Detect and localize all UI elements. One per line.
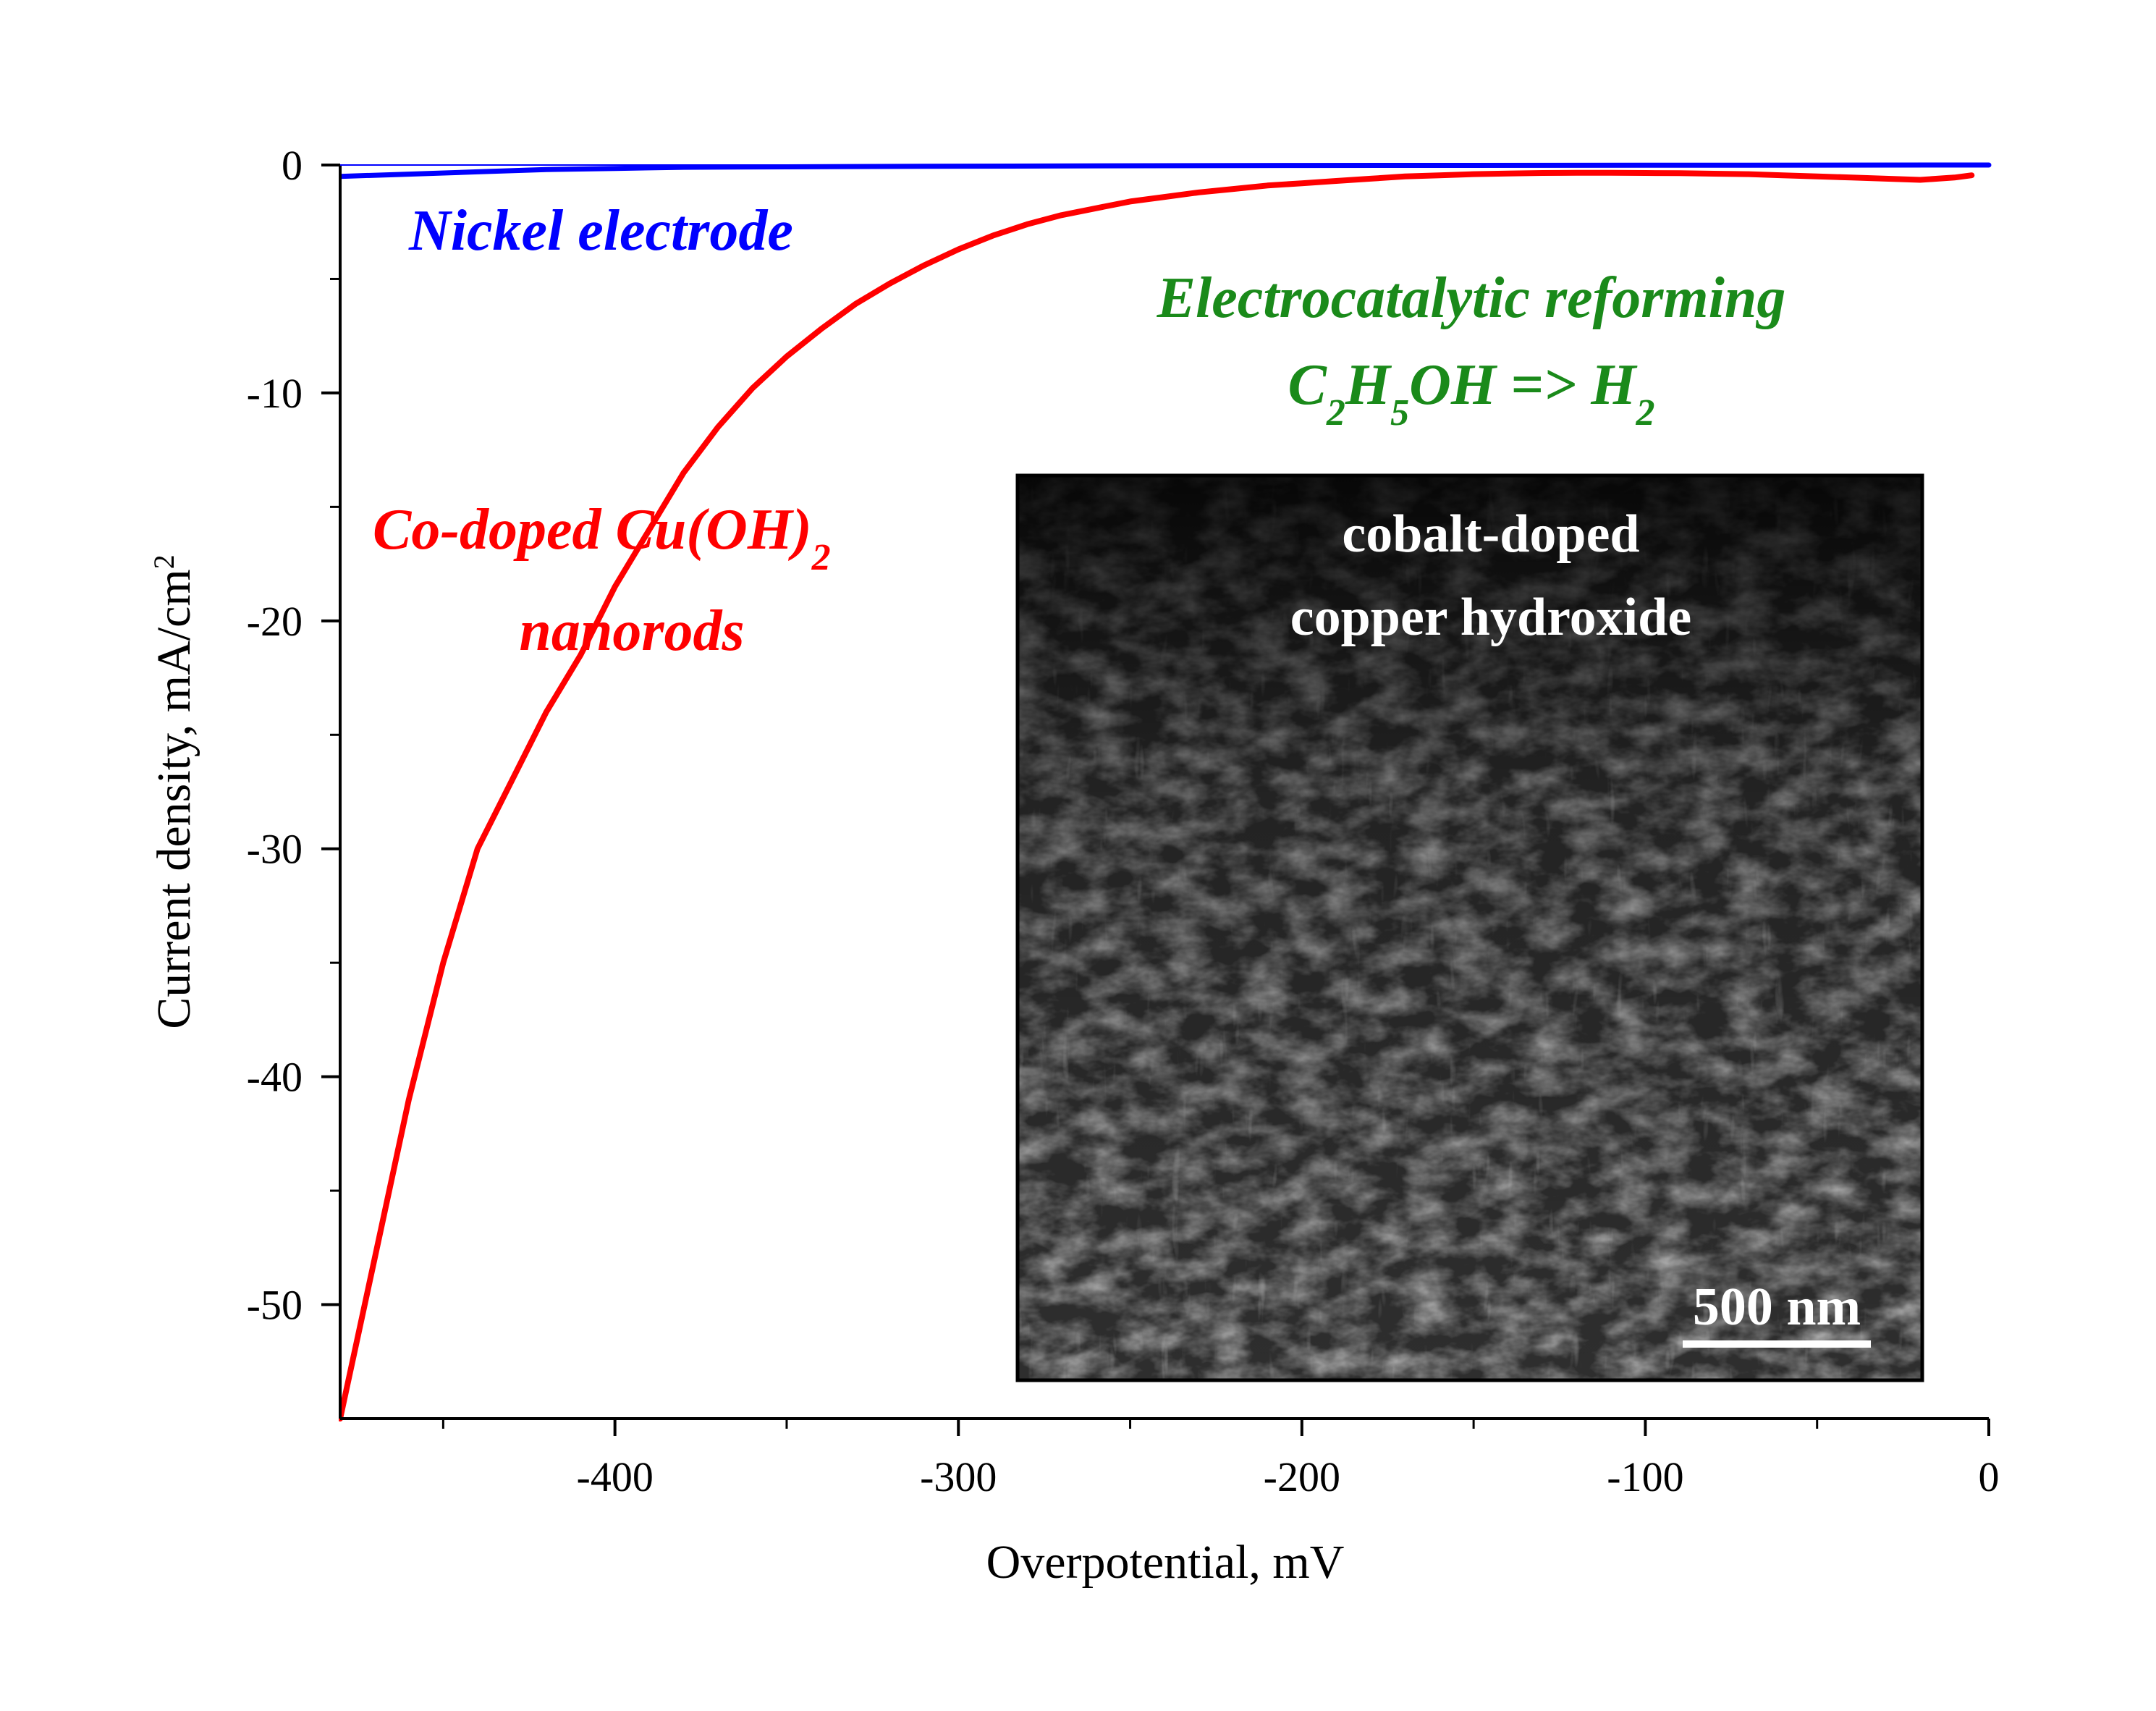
y-tick-label: 0 <box>282 142 303 189</box>
codoped-label-line2: nanorods <box>519 599 744 663</box>
y-tick-label: -40 <box>247 1054 303 1101</box>
y-tick-label: -30 <box>247 826 303 873</box>
sem-inset-title-line1: cobalt-doped <box>1342 504 1639 564</box>
reforming-h: H <box>1345 353 1392 417</box>
reforming-c-sub: 2 <box>1326 392 1345 434</box>
y-tick-label: -10 <box>247 370 303 417</box>
y-tick-label: -50 <box>247 1282 303 1329</box>
reforming-label-line2: C2H5OH => H2 <box>1288 353 1655 434</box>
y-axis-title-sup: 2 <box>148 554 180 569</box>
x-tick-label: -200 <box>1264 1453 1340 1500</box>
reforming-c: C <box>1288 353 1328 417</box>
x-tick-label: -400 <box>577 1453 654 1500</box>
series-codoped-cuoh2-line <box>339 169 1975 1421</box>
sem-scale-bar-label: 500 nm <box>1693 1277 1861 1337</box>
codoped-label-sub: 2 <box>811 537 831 578</box>
reforming-label-line1: Electrocatalytic reforming <box>1157 266 1786 330</box>
sem-inset-title-line2: copper hydroxide <box>1290 588 1691 647</box>
y-tick-label: -20 <box>247 598 303 645</box>
x-axis-title: Overpotential, mV <box>986 1536 1345 1589</box>
sem-inset-top-shade <box>1018 476 1922 1380</box>
x-tick-label: 0 <box>1979 1453 2000 1500</box>
x-tick-label: -300 <box>920 1453 997 1500</box>
sem-scale-bar <box>1683 1340 1871 1348</box>
sem-inset: cobalt-doped copper hydroxide 500 nm <box>1015 473 1924 1382</box>
nickel-electrode-label: Nickel electrode <box>408 199 793 263</box>
codoped-label-line1: Co-doped Cu(OH)2 <box>373 498 831 578</box>
sem-inset-border <box>1015 473 1924 1382</box>
codoped-label-main: Co-doped Cu(OH) <box>373 498 812 562</box>
y-axis-title: Current density, mA/cm2 <box>148 554 201 1028</box>
y-axis-title-main: Current density, mA/cm <box>148 569 200 1028</box>
reforming-h-sub: 5 <box>1390 392 1409 434</box>
reforming-mid: OH => H <box>1409 353 1638 417</box>
reforming-end-sub: 2 <box>1636 392 1655 434</box>
x-tick-label: -100 <box>1607 1453 1683 1500</box>
